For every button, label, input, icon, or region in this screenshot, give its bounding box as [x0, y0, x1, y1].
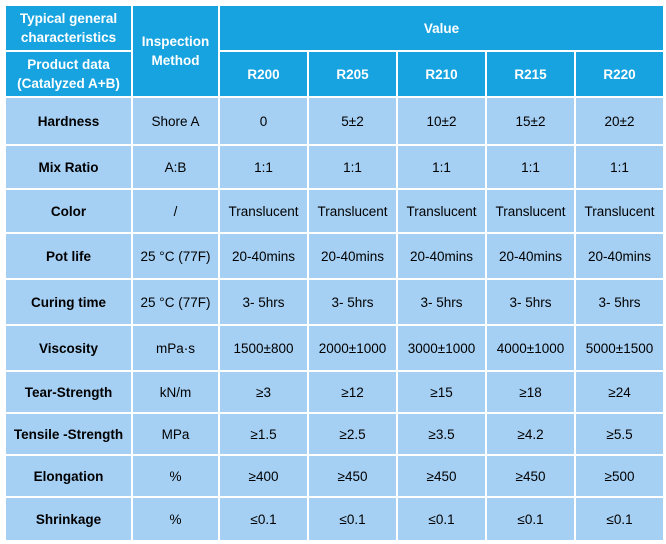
row-method: % [131, 454, 220, 498]
value-cell: 3- 5hrs [485, 278, 576, 326]
row-label: Pot life [4, 232, 133, 280]
value-cell: ≥3.5 [396, 412, 487, 456]
value-cell: 2000±1000 [307, 324, 398, 372]
value-cell: 1500±800 [218, 324, 309, 372]
value-cell: 1:1 [396, 144, 487, 190]
value-cell: 1:1 [485, 144, 576, 190]
table-row: Hardness Shore A 0 5±2 10±2 15±2 20±2 [4, 96, 666, 146]
value-cell: 15±2 [485, 96, 576, 146]
value-cell: 1:1 [218, 144, 309, 190]
table-row: Shrinkage% ≤0.1 ≤0.1 ≤0.1 ≤0.1 ≤0.1 [4, 496, 666, 542]
row-method: mPa·s [131, 324, 220, 372]
value-cell: 3- 5hrs [218, 278, 309, 326]
value-cell: ≥400 [218, 454, 309, 498]
value-cell: 20-40mins [485, 232, 576, 280]
value-cell: 5000±1500 [573, 324, 666, 372]
value-cell: 4000±1000 [485, 324, 576, 372]
row-label: Mix Ratio [4, 144, 133, 190]
row-label: Elongation [4, 454, 133, 498]
value-cell: ≤0.1 [218, 496, 309, 542]
value-cell: Translucent [573, 188, 666, 234]
value-cell: ≥500 [573, 454, 666, 498]
row-method: % [131, 496, 220, 542]
header-grade: R210 [396, 50, 487, 98]
row-method: 25 °C (77F) [131, 278, 220, 326]
value-cell: 20±2 [573, 96, 666, 146]
value-cell: Translucent [307, 188, 398, 234]
row-method: / [131, 188, 220, 234]
table-row: Curing time 25 °C (77F) 3- 5hrs 3- 5hrs 3- 5… [4, 278, 666, 326]
value-cell: 20-40mins [307, 232, 398, 280]
value-cell: Translucent [396, 188, 487, 234]
value-cell: 1:1 [307, 144, 398, 190]
row-method: 25 °C (77F) [131, 232, 220, 280]
row-label: Tear-Strength [4, 370, 133, 414]
header-inspection-method: Inspection Method [131, 4, 220, 98]
value-cell: ≥450 [485, 454, 576, 498]
value-cell: ≤0.1 [307, 496, 398, 542]
value-cell: ≥3 [218, 370, 309, 414]
value-cell: 20-40mins [396, 232, 487, 280]
header-typical-characteristics: Typical general characteristics [4, 4, 133, 52]
value-cell: ≥24 [573, 370, 666, 414]
value-cell: ≥15 [396, 370, 487, 414]
header-grade: R220 [573, 50, 666, 98]
value-cell: 3- 5hrs [396, 278, 487, 326]
row-label: Shrinkage [4, 496, 133, 542]
value-cell: 20-40mins [218, 232, 309, 280]
header-row-top: Typical general characteristics Inspecti… [4, 4, 666, 98]
row-label: Viscosity [4, 324, 133, 372]
value-cell: 3000±1000 [396, 324, 487, 372]
value-cell: ≥12 [307, 370, 398, 414]
row-label: Color [4, 188, 133, 234]
header-grade: R215 [485, 50, 576, 98]
spec-table: Typical general characteristics Inspecti… [4, 4, 666, 542]
row-method: MPa [131, 412, 220, 456]
header-row-bottom: Product data (Catalyzed A+B) R200 R205 R… [4, 50, 666, 98]
value-cell: 1:1 [573, 144, 666, 190]
row-label: Curing time [4, 278, 133, 326]
header-grade: R205 [307, 50, 398, 98]
value-cell: Translucent [485, 188, 576, 234]
table-row: Color / Translucent Translucent Translucent T… [4, 188, 666, 234]
value-cell: ≥4.2 [485, 412, 576, 456]
row-label: Hardness [4, 96, 133, 146]
table-row: Pot life 25 °C (77F) 20-40mins 20-40mins 20-… [4, 232, 666, 280]
table-row: Tensile -Strength MPa ≥1.5 ≥2.5 ≥3.5 ≥4.2 ≥5.5 [4, 412, 666, 456]
value-cell: 20-40mins [573, 232, 666, 280]
value-cell: ≥2.5 [307, 412, 398, 456]
value-cell: ≤0.1 [396, 496, 487, 542]
value-cell: 0 [218, 96, 309, 146]
row-method: Shore A [131, 96, 220, 146]
value-cell: ≥450 [307, 454, 398, 498]
row-method: kN/m [131, 370, 220, 414]
table-row: Tear-Strength kN/m ≥3 ≥12 ≥15 ≥18 ≥24 [4, 370, 666, 414]
table-row: Mix Ratio A:B 1:1 1:1 1:1 1:1 1:1 [4, 144, 666, 190]
value-cell: ≥1.5 [218, 412, 309, 456]
value-cell: Translucent [218, 188, 309, 234]
value-cell: 5±2 [307, 96, 398, 146]
header-product-data: Product data (Catalyzed A+B) [4, 50, 133, 98]
table-row: Elongation% ≥400 ≥450 ≥450 ≥450 ≥500 [4, 454, 666, 498]
value-cell: ≤0.1 [485, 496, 576, 542]
row-label: Tensile -Strength [4, 412, 133, 456]
header-value: Value [217, 4, 666, 52]
value-cell: ≥450 [396, 454, 487, 498]
value-cell: ≤0.1 [573, 496, 666, 542]
value-cell: ≥5.5 [573, 412, 666, 456]
header-grade: R200 [218, 50, 309, 98]
value-cell: 3- 5hrs [573, 278, 666, 326]
row-method: A:B [131, 144, 220, 190]
table-row: Viscosity mPa·s 1500±800 2000±1000 3000±1000… [4, 324, 666, 372]
value-cell: 3- 5hrs [307, 278, 398, 326]
value-cell: 10±2 [396, 96, 487, 146]
value-cell: ≥18 [485, 370, 576, 414]
